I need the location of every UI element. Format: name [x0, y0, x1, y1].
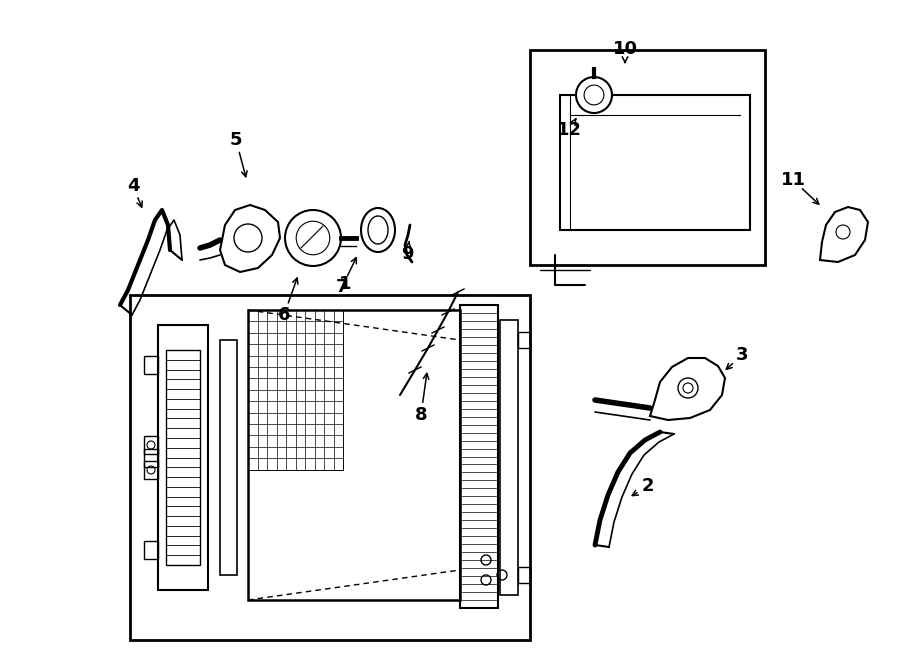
Text: 11: 11	[780, 171, 806, 189]
Text: 4: 4	[127, 177, 140, 195]
Text: 3: 3	[736, 346, 748, 364]
Text: 5: 5	[230, 131, 242, 149]
Circle shape	[576, 77, 612, 113]
Polygon shape	[650, 358, 725, 420]
Text: 1: 1	[338, 275, 351, 293]
Text: 6: 6	[278, 306, 290, 324]
Circle shape	[678, 378, 698, 398]
Ellipse shape	[361, 208, 395, 252]
Text: 9: 9	[400, 245, 413, 263]
Circle shape	[285, 210, 341, 266]
Text: 7: 7	[336, 278, 348, 296]
Circle shape	[234, 224, 262, 252]
Polygon shape	[220, 205, 280, 272]
Text: 12: 12	[556, 121, 581, 139]
Text: 10: 10	[613, 40, 637, 58]
Ellipse shape	[368, 216, 388, 244]
Text: 8: 8	[415, 406, 428, 424]
Polygon shape	[820, 207, 868, 262]
Text: 2: 2	[642, 477, 654, 495]
